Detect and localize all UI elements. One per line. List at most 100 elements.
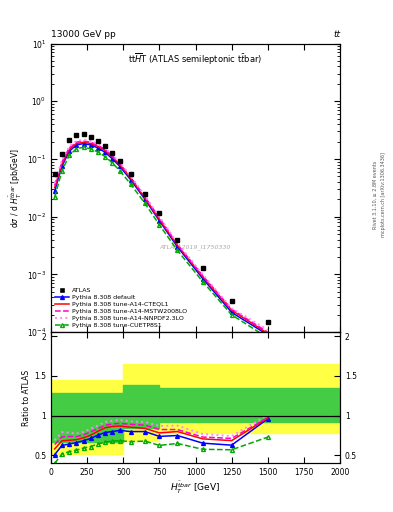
ATLAS xyxy=(110,151,115,157)
Pythia 8.308 tune-CUETP8S1 xyxy=(229,312,234,318)
Pythia 8.308 tune-A14-NNPDF2.3LO xyxy=(143,193,147,199)
Pythia 8.308 tune-A14-CTEQL1 xyxy=(52,184,57,190)
ATLAS xyxy=(95,138,100,144)
Pythia 8.308 tune-A14-CTEQL1 xyxy=(265,330,270,336)
Pythia 8.308 tune-A14-NNPDF2.3LO xyxy=(128,173,133,179)
Pythia 8.308 tune-A14-NNPDF2.3LO xyxy=(81,137,86,143)
Pythia 8.308 tune-A14-CTEQL1 xyxy=(88,140,93,146)
Pythia 8.308 tune-A14-NNPDF2.3LO xyxy=(110,152,115,158)
Line: Pythia 8.308 tune-A14-NNPDF2.3LO: Pythia 8.308 tune-A14-NNPDF2.3LO xyxy=(55,140,268,330)
Pythia 8.308 tune-A14-NNPDF2.3LO xyxy=(60,157,64,163)
Line: Pythia 8.308 tune-A14-CTEQL1: Pythia 8.308 tune-A14-CTEQL1 xyxy=(55,142,268,333)
Pythia 8.308 tune-CUETP8S1 xyxy=(95,149,100,155)
Pythia 8.308 default xyxy=(118,163,122,169)
Line: Pythia 8.308 tune-CUETP8S1: Pythia 8.308 tune-CUETP8S1 xyxy=(53,145,270,339)
Pythia 8.308 tune-A14-CTEQL1 xyxy=(128,175,133,181)
Pythia 8.308 default xyxy=(110,156,115,162)
Pythia 8.308 tune-A14-MSTW2008LO xyxy=(118,161,122,167)
ATLAS xyxy=(229,297,234,304)
Pythia 8.308 tune-A14-MSTW2008LO xyxy=(52,182,57,188)
Pythia 8.308 tune-A14-CTEQL1 xyxy=(175,242,180,248)
Pythia 8.308 default xyxy=(143,196,147,202)
Pythia 8.308 tune-A14-CTEQL1 xyxy=(103,147,108,154)
Pythia 8.308 tune-A14-MSTW2008LO xyxy=(67,145,72,151)
Line: Pythia 8.308 default: Pythia 8.308 default xyxy=(53,142,270,337)
Pythia 8.308 tune-A14-NNPDF2.3LO xyxy=(95,141,100,147)
Pythia 8.308 tune-CUETP8S1 xyxy=(67,153,72,159)
Y-axis label: Ratio to ATLAS: Ratio to ATLAS xyxy=(22,370,31,426)
Line: Pythia 8.308 tune-A14-MSTW2008LO: Pythia 8.308 tune-A14-MSTW2008LO xyxy=(55,141,268,332)
ATLAS xyxy=(52,171,57,177)
Pythia 8.308 tune-A14-NNPDF2.3LO xyxy=(103,145,108,152)
ATLAS xyxy=(157,210,162,216)
Text: 13000 GeV pp: 13000 GeV pp xyxy=(51,30,116,39)
Pythia 8.308 tune-A14-CTEQL1 xyxy=(229,307,234,313)
Pythia 8.308 tune-A14-NNPDF2.3LO xyxy=(88,138,93,144)
ATLAS xyxy=(128,171,133,177)
Pythia 8.308 default xyxy=(265,332,270,338)
Pythia 8.308 tune-CUETP8S1 xyxy=(157,222,162,228)
Pythia 8.308 default xyxy=(175,244,180,250)
Pythia 8.308 tune-A14-NNPDF2.3LO xyxy=(67,143,72,150)
ATLAS xyxy=(67,137,72,143)
ATLAS xyxy=(88,134,93,140)
X-axis label: $H_T^{\bar{t}bar}$ [GeV]: $H_T^{\bar{t}bar}$ [GeV] xyxy=(170,480,221,496)
Pythia 8.308 tune-CUETP8S1 xyxy=(128,181,133,187)
ATLAS xyxy=(175,237,180,243)
Pythia 8.308 tune-CUETP8S1 xyxy=(200,279,205,285)
Pythia 8.308 default xyxy=(157,218,162,224)
Pythia 8.308 tune-CUETP8S1 xyxy=(74,146,79,152)
Pythia 8.308 tune-A14-MSTW2008LO xyxy=(88,139,93,145)
Pythia 8.308 default xyxy=(95,145,100,151)
ATLAS xyxy=(60,152,64,158)
Pythia 8.308 tune-A14-NNPDF2.3LO xyxy=(175,240,180,246)
Pythia 8.308 default xyxy=(88,142,93,148)
Text: Rivet 3.1.10, ≥ 2.8M events: Rivet 3.1.10, ≥ 2.8M events xyxy=(373,160,378,229)
Pythia 8.308 tune-A14-NNPDF2.3LO xyxy=(157,214,162,220)
Pythia 8.308 default xyxy=(52,188,57,194)
Pythia 8.308 tune-A14-CTEQL1 xyxy=(143,195,147,201)
Pythia 8.308 tune-CUETP8S1 xyxy=(60,168,64,174)
Pythia 8.308 tune-A14-CTEQL1 xyxy=(118,161,122,167)
Pythia 8.308 tune-A14-MSTW2008LO xyxy=(103,146,108,153)
Pythia 8.308 tune-A14-MSTW2008LO xyxy=(128,174,133,180)
Pythia 8.308 default xyxy=(60,163,64,169)
Pythia 8.308 tune-CUETP8S1 xyxy=(110,160,115,166)
Legend: ATLAS, Pythia 8.308 default, Pythia 8.308 tune-A14-CTEQL1, Pythia 8.308 tune-A14: ATLAS, Pythia 8.308 default, Pythia 8.30… xyxy=(54,287,188,329)
Pythia 8.308 tune-CUETP8S1 xyxy=(81,144,86,150)
Pythia 8.308 default xyxy=(200,275,205,282)
Pythia 8.308 tune-A14-CTEQL1 xyxy=(67,146,72,153)
Pythia 8.308 tune-CUETP8S1 xyxy=(265,335,270,341)
Pythia 8.308 tune-A14-CTEQL1 xyxy=(60,161,64,167)
Pythia 8.308 tune-A14-CTEQL1 xyxy=(74,140,79,146)
Pythia 8.308 default xyxy=(128,177,133,183)
Pythia 8.308 tune-A14-MSTW2008LO xyxy=(74,139,79,145)
Pythia 8.308 tune-A14-MSTW2008LO xyxy=(95,142,100,148)
Pythia 8.308 default xyxy=(67,148,72,155)
Pythia 8.308 default xyxy=(229,309,234,315)
Pythia 8.308 tune-A14-MSTW2008LO xyxy=(229,306,234,312)
Y-axis label: d$\sigma$ / d $H_T^{\bar{t}bar}$ [pb/GeV]: d$\sigma$ / d $H_T^{\bar{t}bar}$ [pb/GeV… xyxy=(8,148,24,228)
Pythia 8.308 tune-A14-NNPDF2.3LO xyxy=(52,180,57,186)
Pythia 8.308 tune-A14-NNPDF2.3LO xyxy=(74,138,79,144)
Pythia 8.308 tune-A14-CTEQL1 xyxy=(157,216,162,222)
ATLAS xyxy=(265,319,270,325)
Pythia 8.308 tune-A14-MSTW2008LO xyxy=(143,194,147,200)
Text: mcplots.cern.ch [arXiv:1306.3436]: mcplots.cern.ch [arXiv:1306.3436] xyxy=(381,152,386,237)
ATLAS xyxy=(81,131,86,137)
ATLAS xyxy=(74,132,79,138)
Pythia 8.308 tune-CUETP8S1 xyxy=(118,167,122,174)
Pythia 8.308 default xyxy=(103,150,108,156)
Pythia 8.308 tune-A14-NNPDF2.3LO xyxy=(118,159,122,165)
Line: ATLAS: ATLAS xyxy=(52,132,270,325)
Pythia 8.308 tune-A14-CTEQL1 xyxy=(95,143,100,150)
Pythia 8.308 tune-A14-CTEQL1 xyxy=(200,273,205,280)
ATLAS xyxy=(103,143,108,150)
ATLAS xyxy=(118,158,122,164)
Pythia 8.308 tune-A14-MSTW2008LO xyxy=(175,242,180,248)
Pythia 8.308 default xyxy=(74,142,79,148)
Pythia 8.308 tune-CUETP8S1 xyxy=(103,154,108,160)
Pythia 8.308 default xyxy=(81,140,86,146)
Pythia 8.308 tune-A14-CTEQL1 xyxy=(110,154,115,160)
Pythia 8.308 tune-A14-MSTW2008LO xyxy=(81,138,86,144)
